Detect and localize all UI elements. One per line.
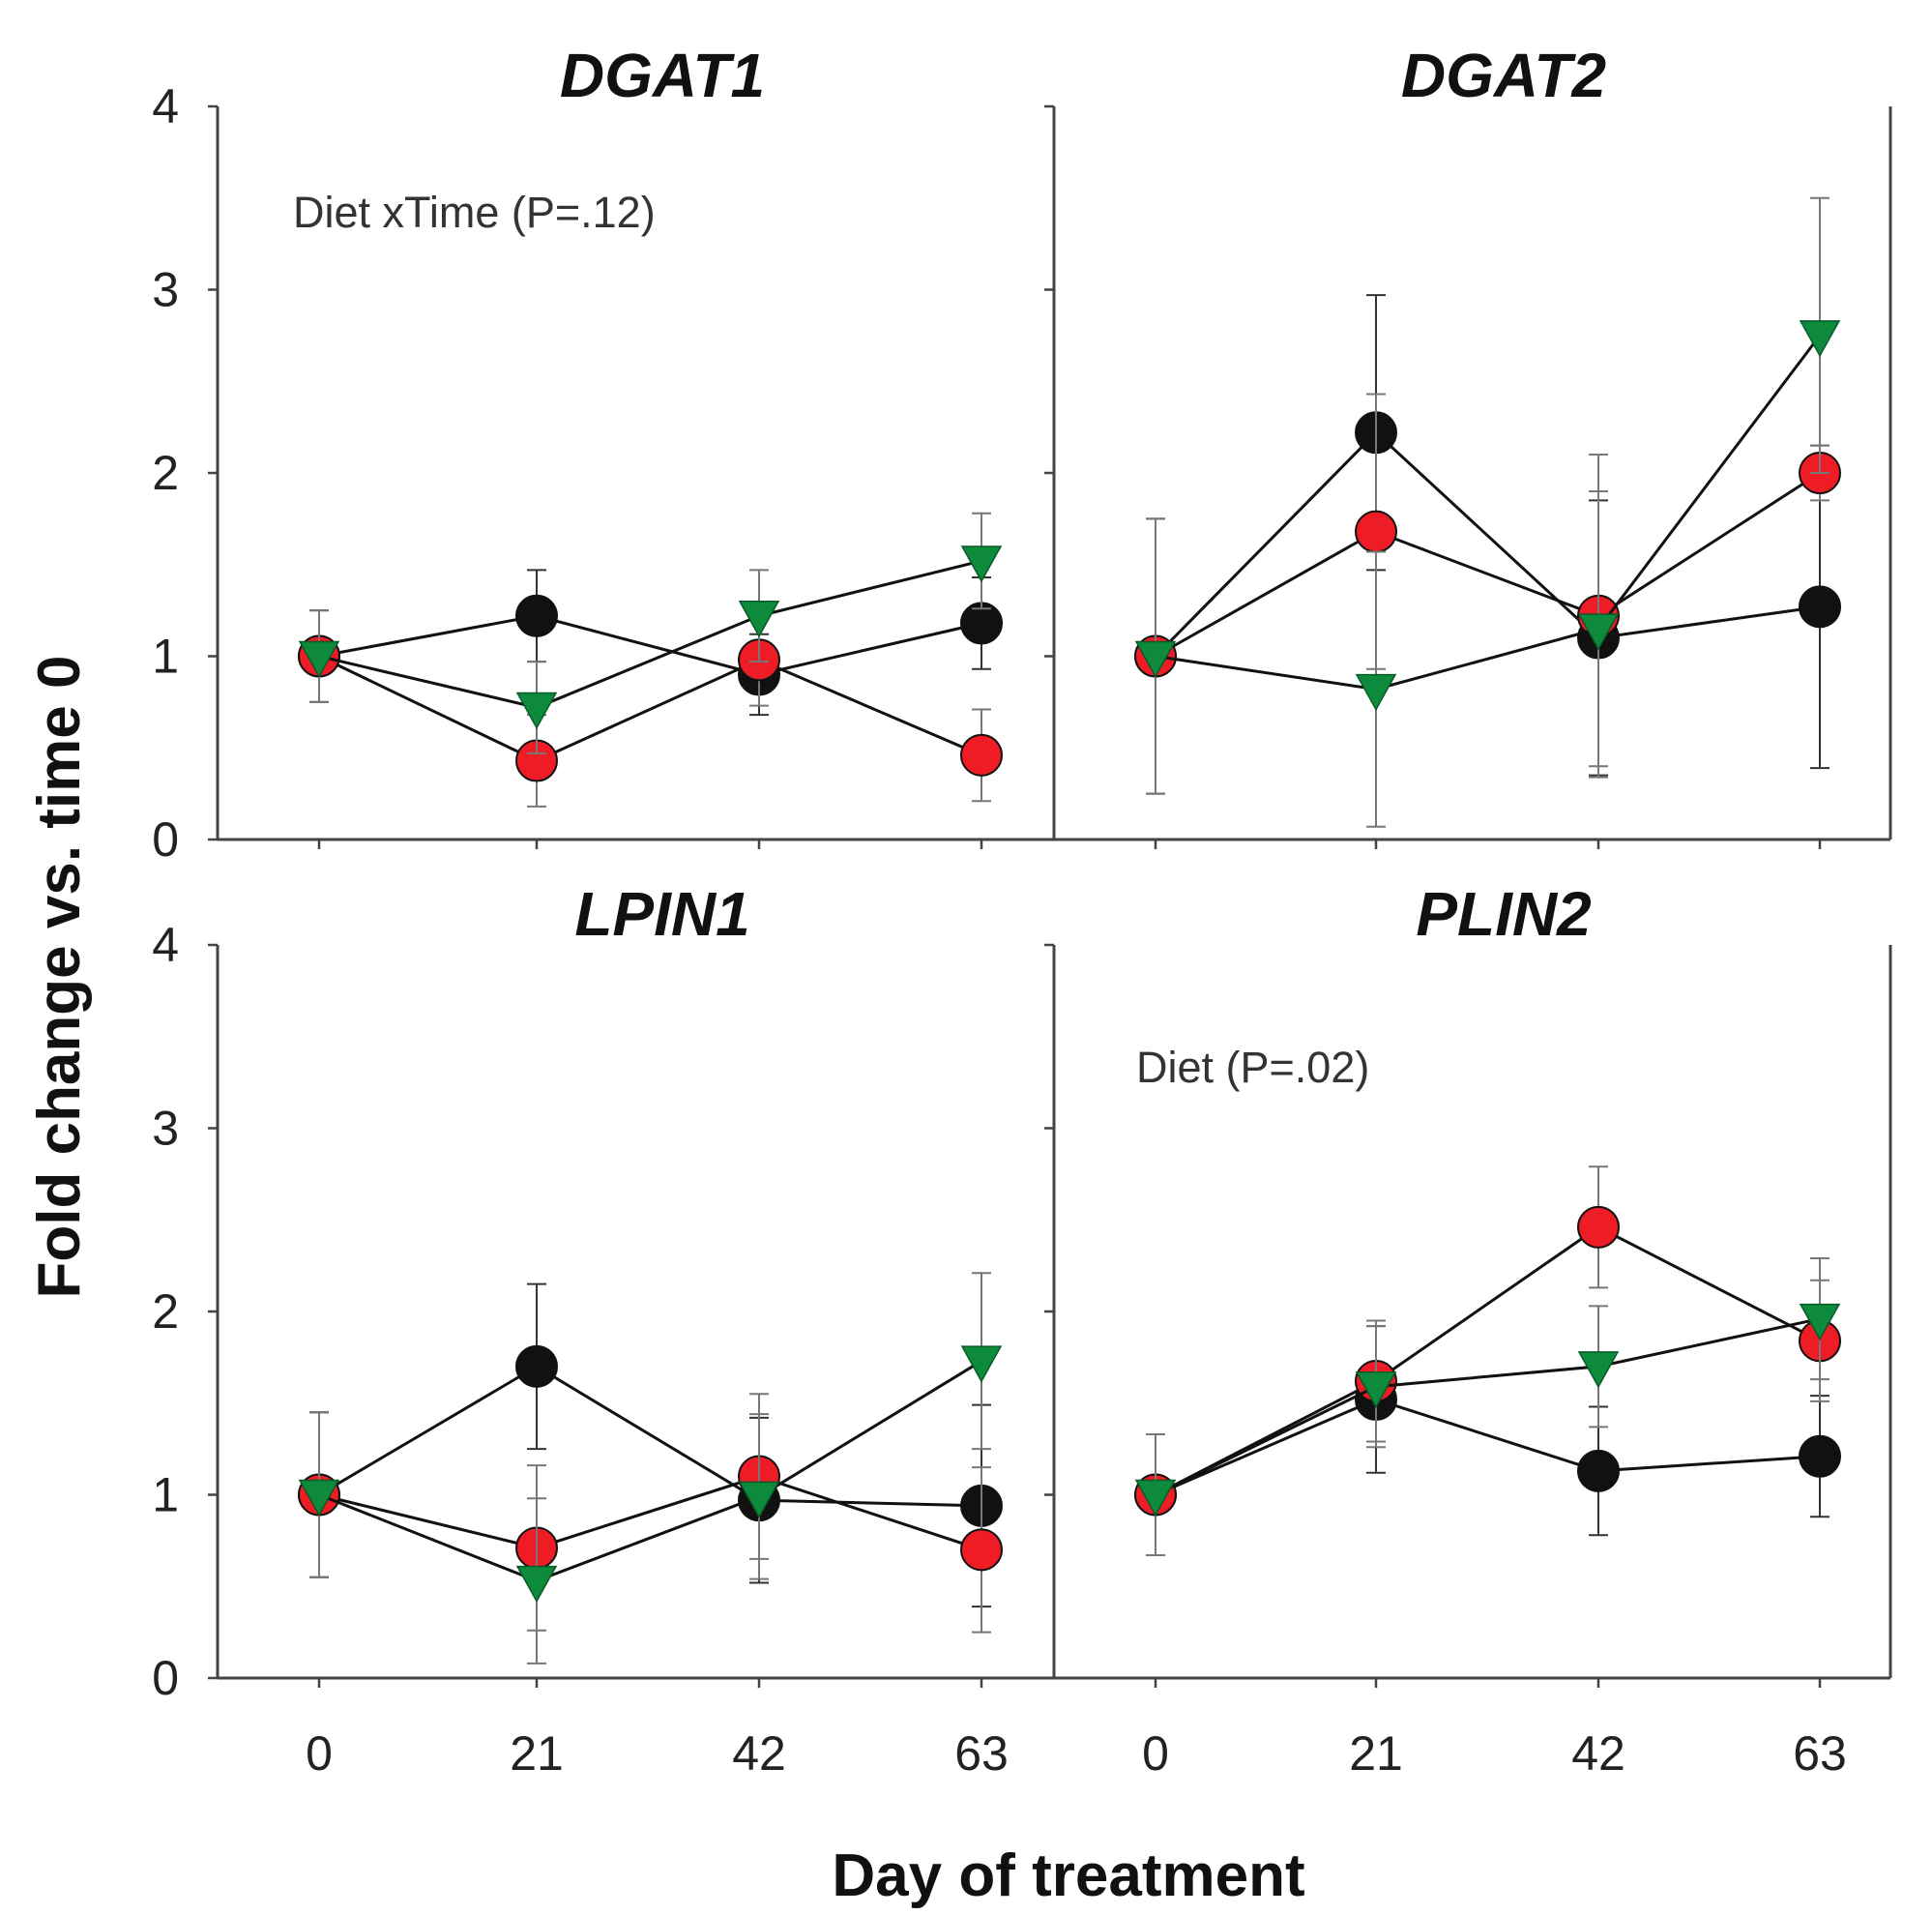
y-tick-label: 4	[152, 79, 179, 133]
data-point	[515, 594, 558, 637]
data-point	[1355, 510, 1397, 553]
series-line	[1155, 471, 1821, 658]
x-tick-label: 21	[1349, 1726, 1403, 1781]
x-tick-label: 42	[732, 1726, 786, 1781]
series-line	[318, 1359, 982, 1583]
panel-title: DGAT2	[1401, 41, 1606, 110]
data-point	[1577, 1205, 1620, 1249]
data-point	[960, 1528, 1003, 1572]
series-green	[1134, 1257, 1841, 1557]
data-point	[1799, 1434, 1841, 1478]
data-point	[1799, 1303, 1841, 1341]
data-point	[738, 1481, 780, 1518]
x-tick-label: 21	[510, 1726, 564, 1781]
x-axis-title: Day of treatment	[832, 1842, 1304, 1909]
series-green	[298, 512, 1003, 754]
y-tick-label: 3	[152, 1102, 179, 1156]
x-tick-label: 42	[1571, 1726, 1625, 1781]
data-point	[515, 692, 558, 730]
panel-annotation: Diet xTime (P=.12)	[293, 188, 656, 237]
data-point	[960, 733, 1003, 777]
series-green	[298, 1272, 1003, 1665]
x-tick-label: 63	[1793, 1726, 1847, 1781]
data-point	[1577, 613, 1620, 651]
y-tick-label: 2	[152, 446, 179, 500]
x-tick-label: 0	[306, 1726, 333, 1781]
y-tick-label: 2	[152, 1284, 179, 1339]
data-point	[1355, 1370, 1397, 1409]
series-line	[318, 1474, 982, 1551]
series-line	[1154, 430, 1821, 658]
panel-title: DGAT1	[560, 41, 765, 110]
series-line	[318, 655, 982, 763]
y-tick-label: 1	[152, 630, 179, 684]
series-line	[1155, 334, 1822, 692]
data-point	[1799, 320, 1841, 358]
panel-title: LPIN1	[574, 879, 749, 949]
panels: 0 1 2 3 4 DGAT1 Diet xTime (P=.12) DGAT2 0 1 2 3 4 0 2…	[152, 41, 1892, 1781]
series-line	[1155, 1398, 1821, 1496]
data-point	[1355, 673, 1397, 712]
data-point	[515, 1344, 558, 1388]
series-green	[1134, 196, 1841, 828]
data-point	[1577, 1351, 1620, 1389]
y-tick-label: 3	[152, 263, 179, 317]
data-point	[960, 545, 1003, 583]
panel-annotation: Diet (P=.02)	[1136, 1043, 1369, 1092]
panel-lpin1: 0 1 2 3 4 0 21 42 63 LPIN1	[152, 879, 1056, 1781]
x-tick-label: 0	[1142, 1726, 1169, 1781]
data-point	[738, 601, 780, 638]
series-line	[318, 1365, 982, 1508]
data-point	[298, 1479, 340, 1517]
data-point	[1799, 585, 1841, 629]
panel-dgat1: 0 1 2 3 4 DGAT1 Diet xTime (P=.12)	[152, 41, 1056, 867]
y-tick-label: 1	[152, 1468, 179, 1522]
x-tick-label: 63	[954, 1726, 1009, 1781]
data-point	[1134, 640, 1177, 679]
data-point	[960, 1345, 1003, 1383]
series-line	[318, 559, 982, 710]
y-axis-title: Fold change vs. time 0	[26, 656, 93, 1299]
y-tick-label: 4	[152, 918, 179, 972]
y-tick-label: 0	[152, 1651, 179, 1705]
data-point	[1134, 1479, 1177, 1517]
data-point	[1577, 1449, 1620, 1492]
panel-plin2: 0 21 42 63 PLIN2 Diet (P=.02)	[1044, 879, 1892, 1781]
series-line	[1155, 1317, 1821, 1496]
data-point	[298, 640, 340, 679]
data-point	[515, 1565, 558, 1604]
series-line	[1155, 1225, 1821, 1496]
series-line	[318, 614, 982, 676]
y-tick-label: 0	[152, 812, 179, 867]
panel-dgat2: DGAT2	[1044, 41, 1892, 849]
panel-title: PLIN2	[1416, 879, 1591, 949]
